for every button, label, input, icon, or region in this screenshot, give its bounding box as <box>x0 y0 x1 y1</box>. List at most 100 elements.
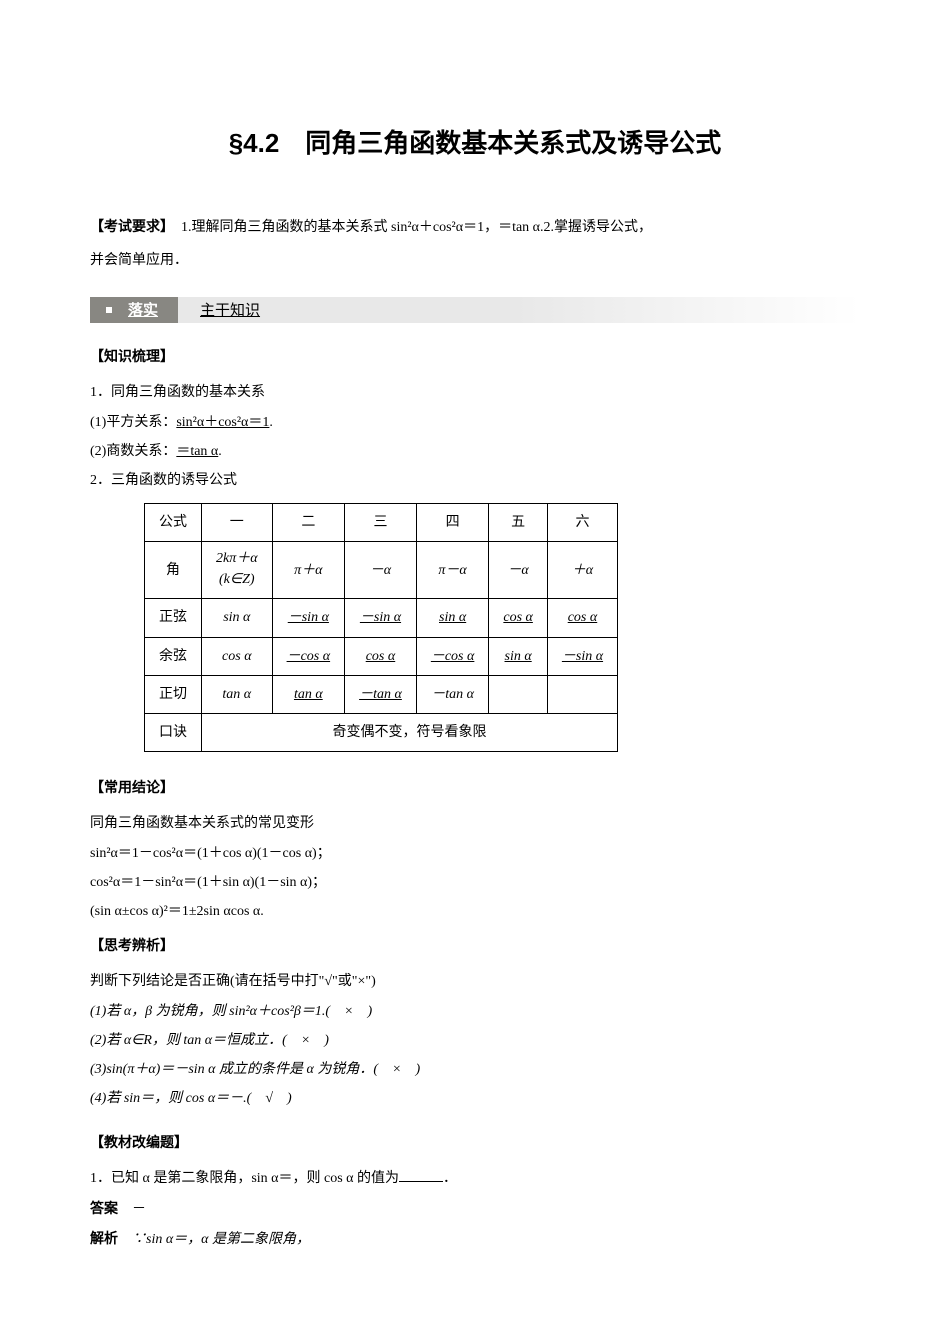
cos-c4: －cos α <box>416 637 489 675</box>
exam-req-line2: 并会简单应用． <box>90 248 860 273</box>
cos-c6-val: －sin α <box>562 649 603 664</box>
outline-p3-suffix: . <box>218 444 222 459</box>
induction-formula-table: 公式 一 二 三 四 五 六 角 2kπ＋α (k∈Z) π＋α －α π－α … <box>144 503 618 752</box>
outline-p1: 1．同角三角函数的基本关系 <box>90 380 860 405</box>
tan-c3-val: －tan α <box>359 687 402 702</box>
angle-c1a: 2kπ＋α <box>216 551 258 566</box>
think-head: 【思考辨析】 <box>90 934 860 959</box>
angle-c1: 2kπ＋α (k∈Z) <box>202 542 273 599</box>
section-banner: 落实 主干知识 <box>90 297 860 323</box>
conclusions-p2: sin²α＝1－cos²α＝(1＋cos α)(1－cos α)； <box>90 841 860 866</box>
exam-req-label: 【考试要求】 <box>90 220 167 235</box>
explain-label: 解析 <box>90 1230 118 1246</box>
answer-value: － <box>118 1202 146 1217</box>
cos-c3: cos α <box>345 637 417 675</box>
exam-requirement: 【考试要求】 1.理解同角三角函数的基本关系式 sin²α＋cos²α＝1，＝t… <box>90 215 860 240</box>
page-title: §4.2 同角三角函数基本关系式及诱导公式 <box>90 120 860 167</box>
cos-c5-val: sin α <box>505 649 532 664</box>
banner-left-text: 落实 <box>128 297 158 324</box>
outline-p3: (2)商数关系：＝tan α. <box>90 439 860 464</box>
cos-c5: sin α <box>489 637 548 675</box>
table-sin-row: 正弦 sin α －sin α －sin α sin α cos α cos α <box>145 599 618 637</box>
outline-p2-suffix: . <box>269 415 273 430</box>
tan-c5 <box>489 675 548 713</box>
banner-right-text: 主干知识 <box>178 297 260 323</box>
think-q3: (3)sin(π＋α)＝－sin α 成立的条件是 α 为锐角．( × ) <box>90 1057 860 1082</box>
think-q2: (2)若 α∈R，则 tan α＝恒成立．( × ) <box>90 1028 860 1053</box>
cos-c6: －sin α <box>547 637 617 675</box>
angle-c3: －α <box>345 542 417 599</box>
sin-c4-val: sin α <box>439 610 466 625</box>
motto-label: 口诀 <box>145 714 202 752</box>
conclusions-p4: (sin α±cos α)²＝1±2sin αcos α. <box>90 899 860 924</box>
sin-c3: －sin α <box>345 599 417 637</box>
outline-p3-prefix: (2)商数关系： <box>90 444 176 459</box>
motto-text: 奇变偶不变，符号看象限 <box>202 714 618 752</box>
think-intro: 判断下列结论是否正确(请在括号中打"√"或"×") <box>90 969 860 994</box>
bullet-icon <box>106 307 112 313</box>
outline-p3-formula: ＝tan α <box>176 444 218 459</box>
table-angle-row: 角 2kπ＋α (k∈Z) π＋α －α π－α －α ＋α <box>145 542 618 599</box>
tan-c2: tan α <box>272 675 345 713</box>
cos-c3-val: cos α <box>366 649 396 664</box>
sin-c5: cos α <box>489 599 548 637</box>
explain-value: ∵sin α＝，α 是第二象限角， <box>118 1232 310 1247</box>
th-4: 四 <box>416 504 489 542</box>
angle-c6: ＋α <box>547 542 617 599</box>
answer-label: 答案 <box>90 1200 118 1216</box>
textbook-q1-text: 1．已知 α 是第二象限角，sin α＝，则 cos α 的值为 <box>90 1171 399 1186</box>
table-header-row: 公式 一 二 三 四 五 六 <box>145 504 618 542</box>
cos-c2: －cos α <box>272 637 345 675</box>
sin-label: 正弦 <box>145 599 202 637</box>
outline-p2: (1)平方关系：sin²α＋cos²α＝1. <box>90 410 860 435</box>
outline-p4: 2．三角函数的诱导公式 <box>90 468 860 493</box>
angle-c4: π－α <box>416 542 489 599</box>
th-6: 六 <box>547 504 617 542</box>
outline-p2-prefix: (1)平方关系： <box>90 415 176 430</box>
cos-c1: cos α <box>202 637 273 675</box>
sin-c4: sin α <box>416 599 489 637</box>
think-q4: (4)若 sin＝，则 cos α＝－.( √ ) <box>90 1086 860 1111</box>
th-2: 二 <box>272 504 345 542</box>
th-3: 三 <box>345 504 417 542</box>
conclusions-p3: cos²α＝1－sin²α＝(1＋sin α)(1－sin α)； <box>90 870 860 895</box>
outline-p2-formula: sin²α＋cos²α＝1 <box>176 415 269 430</box>
sin-c2: －sin α <box>272 599 345 637</box>
textbook-q1: 1．已知 α 是第二象限角，sin α＝，则 cos α 的值为 ． <box>90 1166 860 1191</box>
tan-c6 <box>547 675 617 713</box>
sin-c6-val: cos α <box>568 610 598 625</box>
table-tan-row: 正切 tan α tan α －tan α －tan α <box>145 675 618 713</box>
think-q1: (1)若 α，β 为锐角，则 sin²α＋cos²β＝1.( × ) <box>90 999 860 1024</box>
tan-c4: －tan α <box>416 675 489 713</box>
textbook-explain: 解析 ∵sin α＝，α 是第二象限角， <box>90 1226 860 1252</box>
th-5: 五 <box>489 504 548 542</box>
sin-c5-val: cos α <box>503 610 533 625</box>
cos-label: 余弦 <box>145 637 202 675</box>
blank-fill <box>399 1181 443 1182</box>
cos-c4-val: －cos α <box>431 649 475 664</box>
tan-c2-val: tan α <box>294 687 323 702</box>
cos-c2-val: －cos α <box>287 649 331 664</box>
conclusions-p1: 同角三角函数基本关系式的常见变形 <box>90 811 860 836</box>
angle-c5: －α <box>489 542 548 599</box>
textbook-q1-period: ． <box>443 1171 457 1186</box>
angle-c1b: (k∈Z) <box>219 572 255 587</box>
sin-c2-val: －sin α <box>288 610 329 625</box>
textbook-head: 【教材改编题】 <box>90 1131 860 1156</box>
outline-head: 【知识梳理】 <box>90 345 860 370</box>
table-motto-row: 口诀 奇变偶不变，符号看象限 <box>145 714 618 752</box>
exam-req-line1: 1.理解同角三角函数的基本关系式 sin²α＋cos²α＝1，＝tan α.2.… <box>167 220 652 235</box>
th-1: 一 <box>202 504 273 542</box>
sin-c3-val: －sin α <box>360 610 401 625</box>
th-formula: 公式 <box>145 504 202 542</box>
tan-c3: －tan α <box>345 675 417 713</box>
angle-c2: π＋α <box>272 542 345 599</box>
table-cos-row: 余弦 cos α －cos α cos α －cos α sin α －sin … <box>145 637 618 675</box>
conclusions-head: 【常用结论】 <box>90 776 860 801</box>
textbook-answer: 答案 － <box>90 1196 860 1222</box>
sin-c6: cos α <box>547 599 617 637</box>
angle-label: 角 <box>145 542 202 599</box>
banner-left: 落实 <box>90 297 178 323</box>
tan-label: 正切 <box>145 675 202 713</box>
tan-c1: tan α <box>202 675 273 713</box>
